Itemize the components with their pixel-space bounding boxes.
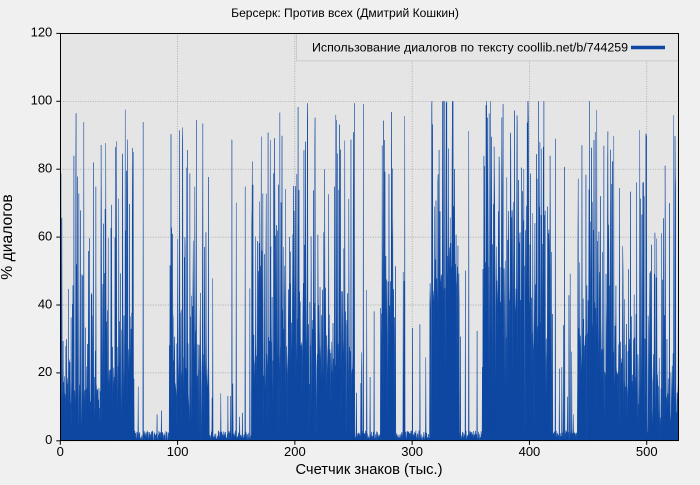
svg-text:Берсерк: Против всех (Дмитрий: Берсерк: Против всех (Дмитрий Кошкин) bbox=[231, 6, 459, 20]
svg-text:0: 0 bbox=[57, 444, 64, 459]
svg-text:Счетчик знаков (тыс.): Счетчик знаков (тыс.) bbox=[295, 462, 442, 478]
svg-text:80: 80 bbox=[38, 161, 52, 176]
svg-text:500: 500 bbox=[636, 444, 658, 459]
svg-text:300: 300 bbox=[401, 444, 423, 459]
svg-text:40: 40 bbox=[38, 296, 52, 311]
svg-text:0: 0 bbox=[45, 432, 52, 447]
svg-text:20: 20 bbox=[38, 364, 52, 379]
svg-text:200: 200 bbox=[284, 444, 306, 459]
svg-text:120: 120 bbox=[31, 25, 53, 40]
svg-text:% диалогов: % диалогов bbox=[0, 194, 16, 279]
svg-text:60: 60 bbox=[38, 228, 52, 243]
svg-text:Использование диалогов по текс: Использование диалогов по тексту coollib… bbox=[312, 41, 628, 55]
svg-text:100: 100 bbox=[167, 444, 189, 459]
svg-text:100: 100 bbox=[31, 93, 53, 108]
svg-text:400: 400 bbox=[519, 444, 541, 459]
